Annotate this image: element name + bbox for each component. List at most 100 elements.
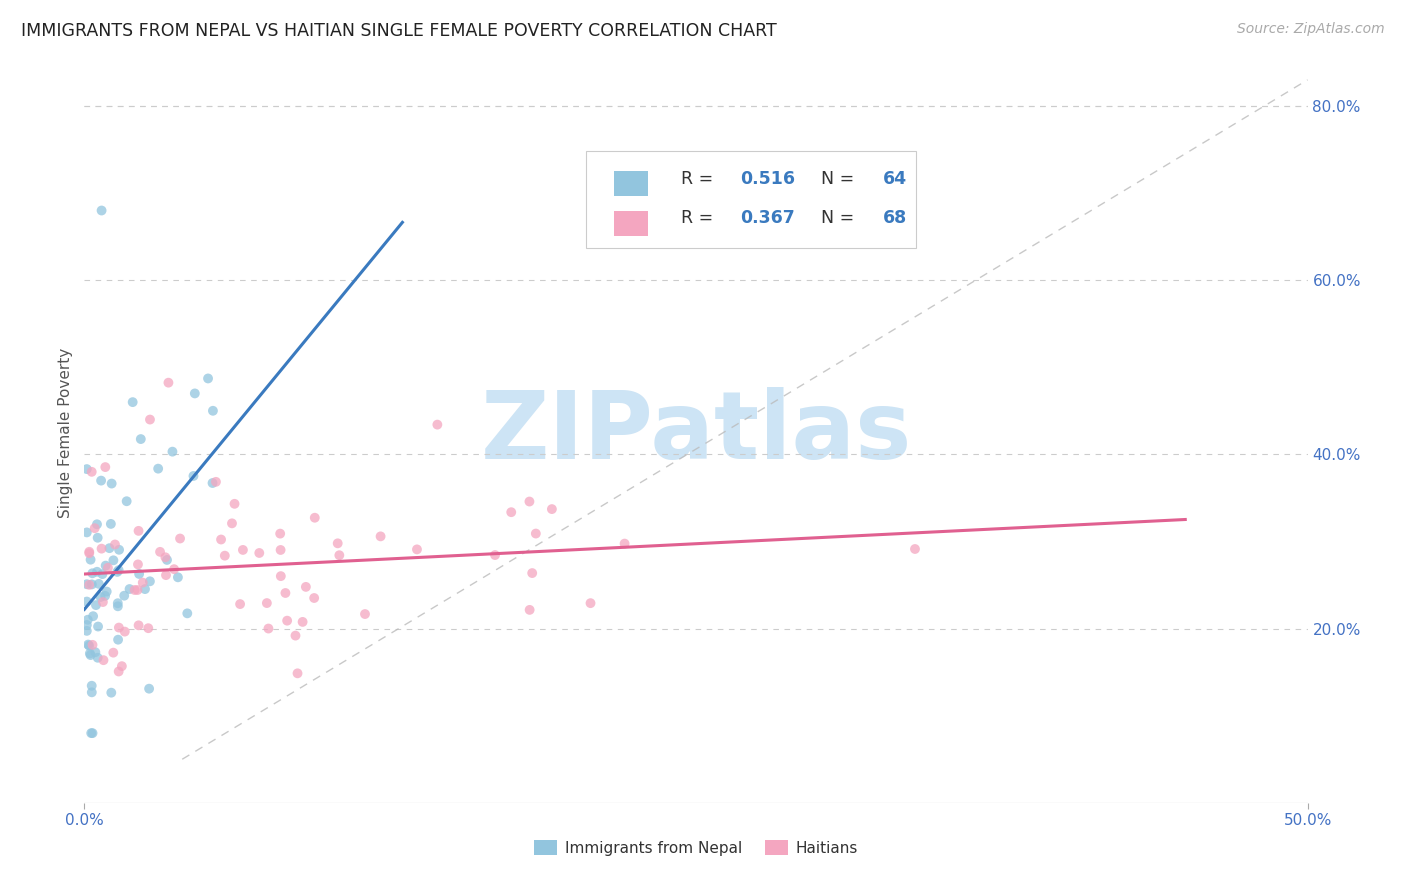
Point: [209, 533, 232, 547]
Point: [98, 541, 121, 556]
Point: [169, 532, 191, 546]
Point: [82, 566, 104, 581]
Point: [155, 550, 177, 565]
Point: [90, 203, 112, 218]
Point: [302, 591, 325, 605]
Point: [354, 607, 377, 621]
Point: [76, 594, 98, 608]
Point: [103, 553, 125, 567]
Point: [100, 476, 122, 491]
Point: [176, 607, 198, 621]
Point: [86, 517, 108, 532]
Point: [124, 582, 146, 597]
Point: [107, 665, 129, 679]
Point: [107, 599, 129, 614]
Point: [76, 462, 98, 476]
Point: [167, 570, 190, 584]
Point: [224, 497, 246, 511]
Point: [114, 624, 136, 639]
Point: [97, 560, 120, 574]
Point: [326, 536, 349, 550]
Point: [134, 582, 156, 596]
Point: [94, 460, 117, 475]
Point: [112, 589, 135, 603]
Point: [484, 548, 506, 562]
Text: N =: N =: [810, 209, 859, 227]
Point: [128, 524, 150, 538]
Point: [94, 558, 117, 573]
Point: [287, 666, 309, 681]
Point: [86, 650, 108, 665]
Point: [214, 549, 236, 563]
Point: [221, 516, 243, 531]
Point: [100, 686, 122, 700]
Point: [127, 582, 149, 597]
Point: [156, 553, 179, 567]
Point: [104, 537, 127, 551]
Point: [108, 621, 131, 635]
Point: [256, 596, 278, 610]
Point: [129, 432, 152, 446]
Point: [269, 526, 291, 541]
FancyBboxPatch shape: [586, 152, 917, 247]
Point: [80, 465, 103, 479]
Point: [80, 577, 103, 591]
Point: [426, 417, 449, 432]
Text: 0.367: 0.367: [740, 209, 794, 227]
Point: [90, 590, 112, 604]
Point: [76, 577, 98, 591]
Point: [276, 614, 298, 628]
Point: [157, 376, 180, 390]
Text: R =: R =: [682, 209, 718, 227]
Point: [83, 521, 105, 535]
Point: [541, 502, 564, 516]
Point: [91, 595, 114, 609]
Point: [79, 552, 101, 566]
Point: [90, 474, 112, 488]
Point: [139, 574, 162, 589]
Point: [183, 469, 205, 483]
Point: [118, 582, 141, 596]
Text: ZIPatlas: ZIPatlas: [481, 386, 911, 479]
Point: [257, 622, 280, 636]
Point: [524, 526, 547, 541]
Point: [138, 681, 160, 696]
Point: [146, 461, 169, 475]
Point: [108, 542, 131, 557]
Point: [128, 618, 150, 632]
Text: IMMIGRANTS FROM NEPAL VS HAITIAN SINGLE FEMALE POVERTY CORRELATION CHART: IMMIGRANTS FROM NEPAL VS HAITIAN SINGLE …: [21, 22, 778, 40]
Point: [93, 653, 115, 667]
Point: [295, 580, 318, 594]
Point: [107, 563, 129, 577]
Point: [77, 546, 100, 560]
Point: [128, 566, 150, 581]
Point: [201, 476, 224, 491]
Point: [87, 577, 110, 591]
Legend: Immigrants from Nepal, Haitians: Immigrants from Nepal, Haitians: [529, 834, 863, 862]
Point: [103, 646, 125, 660]
Point: [139, 412, 162, 426]
Point: [232, 543, 254, 558]
Point: [201, 404, 224, 418]
Point: [328, 548, 350, 562]
Point: [86, 565, 108, 579]
Point: [522, 566, 544, 580]
Point: [136, 621, 159, 635]
Point: [149, 545, 172, 559]
Point: [76, 613, 98, 627]
Point: [406, 542, 429, 557]
FancyBboxPatch shape: [614, 171, 648, 196]
Point: [87, 619, 110, 633]
Point: [76, 525, 98, 540]
Point: [121, 395, 143, 409]
Point: [107, 596, 129, 610]
Point: [86, 531, 108, 545]
Point: [77, 638, 100, 652]
Point: [94, 589, 117, 603]
Point: [91, 567, 114, 582]
Point: [82, 726, 104, 740]
Y-axis label: Single Female Poverty: Single Female Poverty: [58, 348, 73, 517]
Text: R =: R =: [682, 169, 718, 187]
Point: [197, 371, 219, 385]
Point: [205, 475, 228, 489]
